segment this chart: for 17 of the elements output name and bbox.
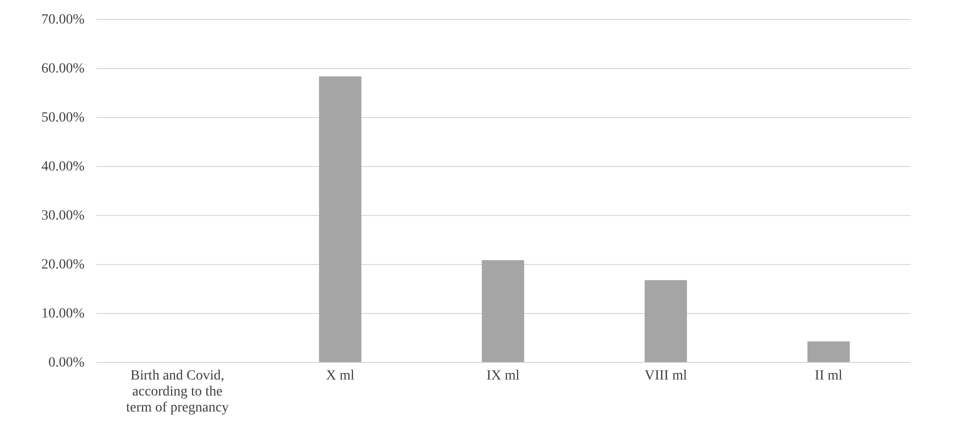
x-tick-label: Birth and Covid, according to the term of pregnancy — [126, 368, 229, 416]
y-tick-label: 20.00% — [41, 258, 85, 272]
y-tick-label: 10.00% — [41, 306, 85, 322]
bar — [319, 76, 362, 362]
y-tick-label: 70.00% — [41, 12, 85, 28]
y-tick-label: 30.00% — [41, 208, 85, 224]
x-tick-label: VIII ml — [644, 368, 688, 384]
y-tick-label: 50.00% — [41, 110, 85, 126]
bar — [482, 260, 524, 362]
bar — [807, 341, 850, 362]
y-tick-label: 60.00% — [41, 62, 85, 76]
x-tick-label: X ml — [326, 368, 355, 384]
x-tick-label: IX ml — [486, 368, 520, 384]
x-tick-label: II ml — [814, 368, 843, 384]
y-tick-label: 40.00% — [41, 160, 85, 174]
bar — [644, 280, 687, 362]
y-tick-label: 0.00% — [48, 356, 85, 370]
